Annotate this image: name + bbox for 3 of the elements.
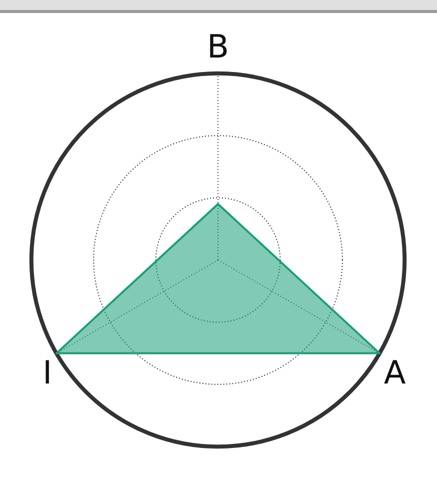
spoke-label: B (207, 28, 229, 66)
spoke-label: I (42, 353, 52, 392)
spoke-label: A (384, 353, 406, 392)
